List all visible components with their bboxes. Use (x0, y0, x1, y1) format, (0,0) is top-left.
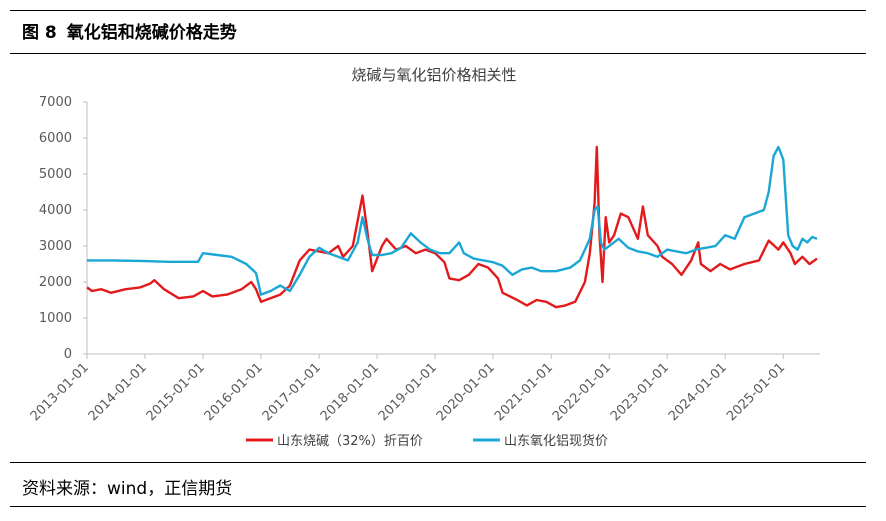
chart-title: 烧碱与氧化铝价格相关性 (351, 66, 516, 84)
y-tick-label: 3000 (39, 239, 72, 254)
series-line-1 (86, 145, 818, 309)
x-tick-label: 2019-01-01 (376, 360, 440, 424)
x-tick-label: 2021-01-01 (492, 360, 556, 424)
figure-title-text: 氧化铝和烧碱价格走势 (66, 23, 237, 43)
x-tick-label: 2017-01-01 (260, 360, 324, 424)
x-tick-label: 2016-01-01 (202, 360, 266, 424)
series-lines (86, 145, 818, 309)
series-line-2 (87, 145, 818, 296)
x-tick-label: 2018-01-01 (318, 360, 382, 424)
x-tick-label: 2015-01-01 (144, 360, 208, 424)
figure-number: 图 8 (22, 23, 57, 43)
source-rule-top (10, 462, 866, 463)
legend-label-1: 山东烧碱（32%）折百价 (277, 434, 423, 449)
y-tick-label: 2000 (39, 275, 72, 290)
y-tick-label: 7000 (39, 95, 72, 110)
x-tick-label: 2025-01-01 (724, 360, 788, 424)
top-rule (10, 10, 866, 11)
x-tick-label: 2014-01-01 (86, 360, 150, 424)
bottom-rule (10, 506, 866, 507)
y-tick-label: 6000 (39, 131, 72, 146)
y-tick-label: 4000 (39, 203, 72, 218)
y-tick-label: 0 (64, 347, 72, 362)
y-tick-label: 5000 (39, 167, 72, 182)
x-tick-label: 2020-01-01 (434, 360, 498, 424)
x-tick-label: 2024-01-01 (666, 360, 730, 424)
x-tick-label: 2013-01-01 (28, 360, 92, 424)
y-tick-label: 1000 (39, 311, 72, 326)
figure-title: 图 8 氧化铝和烧碱价格走势 (22, 18, 237, 43)
title-rule (10, 53, 866, 54)
legend-label-2: 山东氧化铝现货价 (504, 433, 608, 449)
x-axis: 2013-01-012014-01-012015-01-012016-01-01… (28, 353, 820, 424)
legend: 山东烧碱（32%）折百价 山东氧化铝现货价 (246, 433, 608, 449)
x-tick-label: 2022-01-01 (550, 360, 614, 424)
x-tick-label: 2023-01-01 (608, 360, 672, 424)
source-note: 资料来源：wind，正信期货 (22, 479, 233, 499)
y-axis: 0 1000 2000 3000 4000 5000 6000 7000 (39, 95, 88, 362)
